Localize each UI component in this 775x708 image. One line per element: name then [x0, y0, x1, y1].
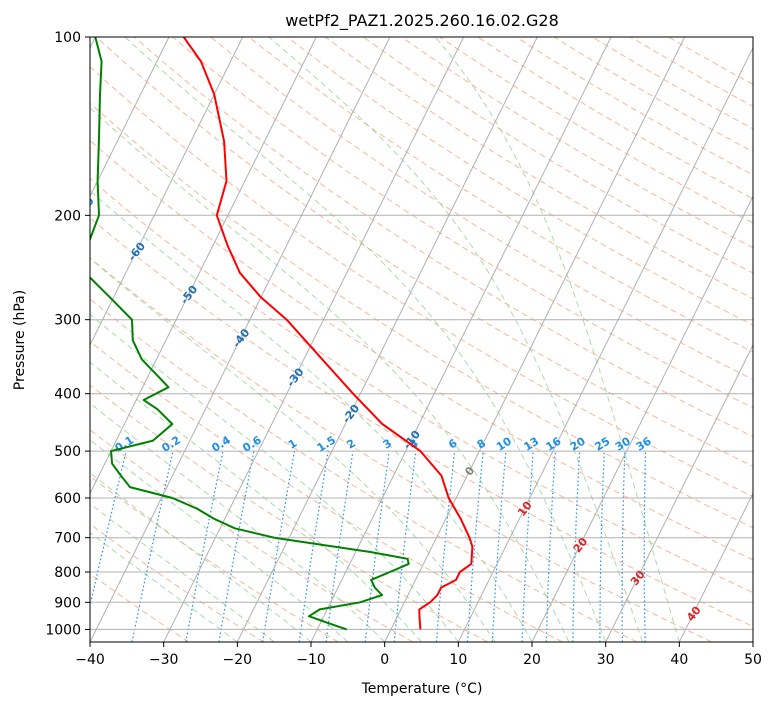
isotherm-label: -70 — [74, 194, 97, 218]
y-tick-label: 500 — [54, 444, 81, 460]
x-tick-label: −40 — [75, 652, 105, 668]
x-axis: −40 −30 −20 −10 0 10 20 30 40 50 — [75, 642, 762, 668]
x-tick-label: 20 — [523, 652, 541, 668]
dry-adiabat-line — [90, 102, 753, 529]
x-tick-label: −10 — [296, 652, 326, 668]
dry-adiabat-line — [90, 298, 638, 642]
dry-adiabat-line — [134, 37, 753, 438]
mixing-ratio-line — [185, 450, 224, 642]
isobars — [90, 37, 753, 630]
mixing-ratio-line — [393, 451, 417, 642]
y-tick-label: 400 — [54, 387, 81, 403]
dry-adiabat-line — [90, 139, 753, 561]
dry-adiabat-line — [515, 37, 753, 176]
isotherm-line — [605, 343, 753, 642]
dry-adiabat-line — [477, 37, 753, 200]
y-tick-label: 600 — [54, 491, 81, 507]
moist-adiabat-line — [90, 361, 422, 642]
temperature-profile — [182, 37, 474, 630]
moist-adiabat-line — [90, 532, 238, 642]
x-tick-label: 30 — [597, 652, 615, 668]
x-tick-label: 10 — [449, 652, 467, 668]
dry-adiabat-line — [90, 523, 264, 642]
dry-adiabat-line — [210, 37, 753, 381]
moist-adiabat-line — [90, 472, 312, 642]
y-tick-label: 300 — [54, 313, 81, 329]
mixing-ratio-line — [364, 451, 390, 642]
dewpoint-profile — [90, 37, 410, 631]
plot-area: 0.10.20.40.611.52346810131620253036-100-… — [74, 37, 753, 642]
y-tick-label: 200 — [54, 208, 81, 224]
dry-adiabat-line — [248, 37, 753, 353]
y-tick-label: 700 — [54, 531, 81, 547]
moist-adiabats — [90, 37, 680, 642]
y-tick-label: 800 — [54, 565, 81, 581]
x-tick-label: 0 — [380, 652, 389, 668]
y-axis: 1000 900 800 700 600 500 400 300 200 100 — [45, 30, 90, 638]
y-tick-label: 100 — [54, 30, 81, 46]
x-tick-label: −20 — [223, 652, 253, 668]
mixing-ratio-line — [218, 450, 255, 642]
mixing-ratio-line — [262, 450, 296, 642]
y-tick-label: 900 — [54, 595, 81, 611]
mixing-ratio-line — [131, 450, 174, 642]
x-tick-label: 50 — [744, 652, 762, 668]
dry-adiabat-line — [553, 37, 753, 153]
dry-adiabat-line — [90, 429, 414, 642]
moist-adiabat-line — [435, 37, 680, 642]
plot-frame — [89, 36, 754, 643]
isotherms — [90, 37, 753, 642]
isotherm-line — [531, 195, 753, 642]
isotherm-line — [678, 492, 753, 642]
moist-adiabat-line — [268, 37, 643, 642]
dry-adiabat-line — [401, 37, 753, 249]
dry-adiabat-line — [90, 257, 712, 642]
moist-adiabat-line — [90, 257, 496, 642]
isotherm-line — [90, 37, 391, 642]
mixing-ratio-line — [298, 451, 329, 642]
isotherm-line — [310, 37, 612, 642]
moist-adiabat-line — [90, 402, 386, 642]
isotherm-line — [90, 37, 244, 347]
x-tick-label: −30 — [149, 652, 179, 668]
x-axis-label: Temperature (°C) — [361, 681, 483, 697]
dry-adiabat-line — [95, 37, 753, 467]
moist-adiabat-line — [90, 439, 349, 642]
dry-adiabat-line — [90, 384, 488, 642]
y-axis-label: Pressure (hPa) — [12, 290, 28, 390]
isotherm-line — [236, 37, 538, 642]
isotherm-line — [457, 46, 753, 642]
isotherm-line — [384, 37, 686, 642]
y-tick-label: 1000 — [45, 622, 81, 638]
profiles — [90, 37, 474, 631]
moist-adiabat-line — [90, 190, 533, 642]
chart-title: wetPf2_PAZ1.2025.260.16.02.G28 — [285, 11, 559, 31]
dry-adiabat-line — [439, 37, 753, 224]
x-tick-label: 40 — [670, 652, 688, 668]
isotherm-line — [90, 37, 170, 198]
isotherm-line — [90, 37, 317, 495]
isotherm-line — [163, 37, 465, 642]
moist-adiabat-line — [90, 313, 459, 642]
moist-adiabat-line — [124, 37, 607, 642]
dry-adiabat-line — [172, 37, 753, 409]
